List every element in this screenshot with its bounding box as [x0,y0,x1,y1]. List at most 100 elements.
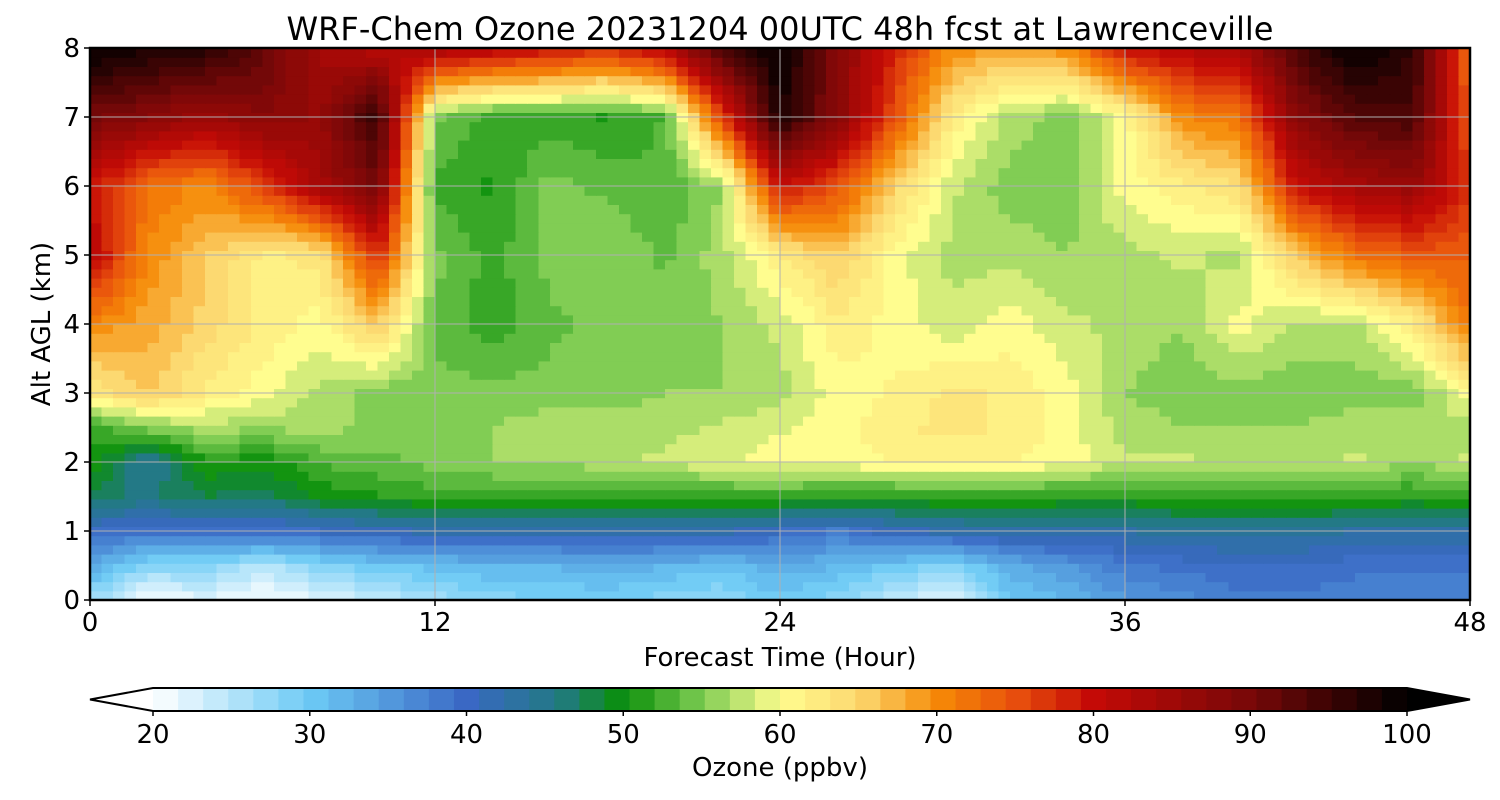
heatmap-cell [1102,360,1115,371]
heatmap-cell [124,324,137,334]
heatmap-cell [1056,406,1069,417]
heatmap-cell [1343,508,1356,518]
heatmap-cell [1125,498,1138,509]
heatmap-cell [676,379,689,389]
heatmap-cell [791,241,804,251]
heatmap-cell [1010,278,1023,288]
heatmap-cell [1217,287,1230,297]
heatmap-cell [1205,471,1218,481]
heatmap-cell [964,333,977,343]
heatmap-cell [1309,296,1322,307]
heatmap-cell [550,416,563,426]
heatmap-cell [446,535,459,546]
heatmap-cell [435,222,448,233]
heatmap-cell [803,268,816,279]
heatmap-cell [1378,370,1391,380]
heatmap-cell [1297,563,1310,573]
heatmap-cell [205,213,218,224]
heatmap-cell [573,333,586,343]
heatmap-cell [1355,452,1368,463]
heatmap-cell [515,443,528,454]
heatmap-cell [849,379,862,389]
heatmap-cell [1424,324,1437,334]
heatmap-cell [837,324,850,334]
heatmap-cell [1240,563,1253,573]
heatmap-cell [550,370,563,380]
heatmap-cell [826,287,839,297]
heatmap-cell [734,590,747,600]
heatmap-cell [987,241,1000,251]
heatmap-cell [734,259,747,270]
heatmap-cell [1010,544,1023,555]
heatmap-cell [1378,443,1391,454]
heatmap-cell [895,517,908,527]
heatmap-cell [1320,406,1333,417]
heatmap-cell [1447,278,1460,288]
heatmap-cell [469,554,482,564]
heatmap-cell [791,434,804,445]
heatmap-cell [504,489,517,500]
heatmap-cell [1067,489,1080,500]
heatmap-cell [205,581,218,592]
heatmap-cell [918,268,931,279]
heatmap-cell [1079,416,1092,426]
heatmap-cell [1412,554,1425,564]
heatmap-cell [124,498,137,509]
heatmap-cell [734,498,747,509]
heatmap-cell [205,296,218,307]
heatmap-cell [147,287,160,297]
heatmap-cell [527,480,540,491]
heatmap-cell [193,517,206,527]
heatmap-cell [159,425,172,435]
heatmap-cell [1159,498,1172,509]
heatmap-cell [1205,480,1218,491]
heatmap-cell [941,498,954,509]
heatmap-cell [1424,222,1437,233]
heatmap-cell [1159,572,1172,583]
heatmap-cell [205,517,218,527]
heatmap-cell [147,324,160,334]
heatmap-cell [90,590,103,600]
heatmap-cell [320,324,333,334]
heatmap-cell [964,278,977,288]
heatmap-cell [515,351,528,362]
heatmap-cell [297,554,310,564]
heatmap-cell [193,508,206,518]
heatmap-cell [423,489,436,500]
heatmap-cell [1182,535,1195,546]
heatmap-cell [745,489,758,500]
heatmap-cell [1274,314,1287,325]
heatmap-cell [320,314,333,325]
heatmap-cell [1033,333,1046,343]
heatmap-cell [446,278,459,288]
heatmap-cell [906,360,919,371]
heatmap-cell [331,314,344,325]
heatmap-cell [458,452,471,463]
heatmap-cell [308,462,321,472]
heatmap-cell [699,333,712,343]
heatmap-cell [515,434,528,445]
heatmap-cell [1217,434,1230,445]
heatmap-cell [205,416,218,426]
heatmap-cell [883,351,896,362]
heatmap-cell [699,554,712,564]
heatmap-cell [1194,498,1207,509]
heatmap-cell [1343,489,1356,500]
heatmap-cell [354,324,367,334]
heatmap-cell [320,480,333,491]
heatmap-cell [1194,232,1207,242]
heatmap-cell [1056,370,1069,380]
heatmap-cell [584,416,597,426]
heatmap-cell [975,397,988,408]
heatmap-cell [987,232,1000,242]
heatmap-cell [412,471,425,481]
heatmap-cell [1263,517,1276,527]
heatmap-cell [458,314,471,325]
heatmap-cell [757,581,770,592]
heatmap-cell [1171,554,1184,564]
heatmap-cell [665,498,678,509]
heatmap-cell [803,342,816,353]
heatmap-cell [1274,351,1287,362]
heatmap-cell [492,268,505,279]
heatmap-cell [331,489,344,500]
